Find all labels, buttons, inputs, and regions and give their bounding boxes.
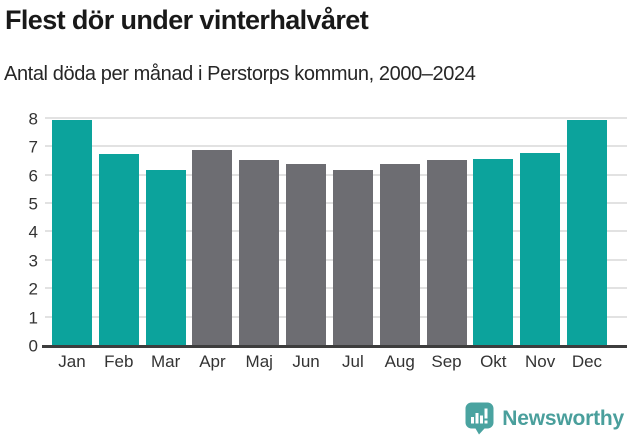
x-axis-labels: Jan Feb Mar Apr Maj Jun Jul Aug Sep Okt Nov Dec xyxy=(45,352,627,372)
y-axis: 0 1 2 3 4 5 6 7 8 xyxy=(0,109,38,354)
x-axis-label-jan: Jan xyxy=(58,352,86,371)
y-axis-tick-label-2: 2 xyxy=(28,279,38,299)
bar-sep xyxy=(426,159,467,346)
speech-bubble-shape xyxy=(465,402,494,435)
newsworthy-wordmark: Newsworthy xyxy=(502,406,624,430)
x-axis-label-mar: Mar xyxy=(150,352,181,371)
bar-maj xyxy=(239,159,280,346)
bar-jan xyxy=(52,120,92,346)
y-axis-tick-label-7: 7 xyxy=(28,137,38,157)
y-axis-tick-label-1: 1 xyxy=(28,308,38,328)
y-axis-tick-label-6: 6 xyxy=(28,166,38,186)
x-axis-label-jun: Jun xyxy=(292,352,320,371)
newsworthy-logo: Newsworthy xyxy=(465,402,624,435)
x-axis-label-feb: Feb xyxy=(104,352,134,371)
bar-group xyxy=(45,110,627,346)
y-axis-tick-label-8: 8 xyxy=(28,109,38,129)
bar-okt xyxy=(473,158,514,346)
x-axis-label-jul: Jul xyxy=(342,352,364,371)
bar-dec xyxy=(566,120,607,346)
gridline-8 xyxy=(45,116,627,119)
y-axis-tick-label-3: 3 xyxy=(28,251,38,271)
x-axis-label-dec: Dec xyxy=(571,352,603,371)
bar-aug xyxy=(379,164,420,346)
bar-nov xyxy=(520,152,561,346)
x-axis-line xyxy=(42,345,627,348)
y-axis-tick-label-4: 4 xyxy=(28,222,38,242)
x-axis-label-maj: Maj xyxy=(245,352,273,371)
bar-feb xyxy=(98,154,139,346)
y-axis-tick-label-0: 0 xyxy=(28,336,38,356)
bar-jun xyxy=(286,164,327,346)
x-axis-label-nov: Nov xyxy=(525,352,556,371)
x-axis-label-aug: Aug xyxy=(384,352,415,371)
x-axis-label-sep: Sep xyxy=(431,352,462,371)
bar-jul xyxy=(332,169,373,346)
gridline-7 xyxy=(45,145,627,148)
x-axis-label-okt: Okt xyxy=(480,352,507,371)
y-axis-tick-label-5: 5 xyxy=(28,194,38,214)
x-axis-label-apr: Apr xyxy=(199,352,226,371)
bar-apr xyxy=(192,150,233,346)
chart-title: Flest dör under vinterhalvåret xyxy=(5,5,369,35)
newsworthy-bubble-icon xyxy=(465,402,494,435)
chart-subtitle: Antal döda per månad i Perstorps kommun,… xyxy=(4,63,476,85)
plot-area xyxy=(45,110,627,346)
bar-mar xyxy=(145,169,186,346)
